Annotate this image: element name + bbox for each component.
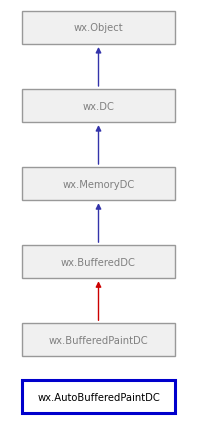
FancyBboxPatch shape [22,245,175,279]
FancyBboxPatch shape [22,323,175,357]
Text: wx.MemoryDC: wx.MemoryDC [62,179,135,189]
Text: wx.DC: wx.DC [83,101,114,111]
Text: wx.BufferedDC: wx.BufferedDC [61,257,136,267]
Text: wx.AutoBufferedPaintDC: wx.AutoBufferedPaintDC [37,392,160,402]
Text: wx.BufferedPaintDC: wx.BufferedPaintDC [49,335,148,345]
Text: wx.Object: wx.Object [74,23,123,33]
FancyBboxPatch shape [22,12,175,45]
FancyBboxPatch shape [22,89,175,123]
FancyBboxPatch shape [22,380,175,413]
FancyBboxPatch shape [22,167,175,201]
